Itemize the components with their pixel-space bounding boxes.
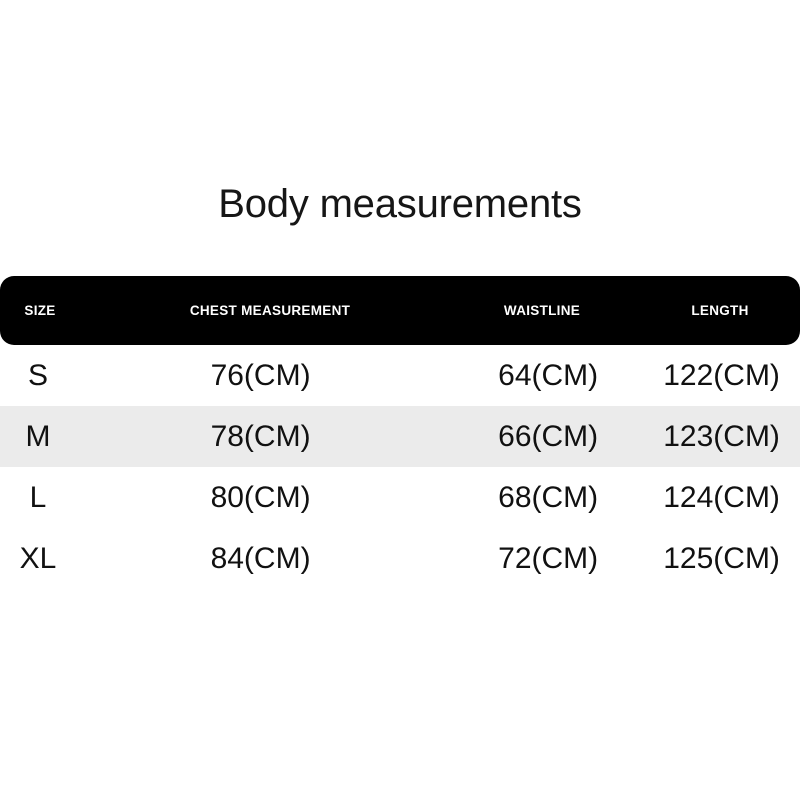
cell-length: 124(CM)	[663, 480, 780, 514]
size-measurements-table: SIZE CHEST MEASUREMENT WAISTLINE LENGTH …	[0, 276, 800, 589]
cell-size: XL	[19, 541, 57, 575]
column-header-size: SIZE	[24, 303, 56, 318]
cell-waistline: 72(CM)	[498, 541, 599, 575]
cell-length: 125(CM)	[663, 541, 780, 575]
cell-waistline: 64(CM)	[498, 358, 599, 392]
page-title: Body measurements	[218, 182, 582, 226]
column-header-chest-measurement: CHEST MEASUREMENT	[189, 303, 351, 318]
table-row: S 76(CM) 64(CM) 122(CM)	[0, 345, 800, 406]
table-row: XL 84(CM) 72(CM) 125(CM)	[0, 528, 800, 589]
cell-length: 122(CM)	[663, 358, 780, 392]
cell-length: 123(CM)	[663, 419, 780, 453]
cell-waistline: 66(CM)	[498, 419, 599, 453]
column-header-length: LENGTH	[691, 303, 749, 318]
table-row: L 80(CM) 68(CM) 124(CM)	[0, 467, 800, 528]
cell-chest-measurement: 78(CM)	[210, 419, 311, 453]
cell-chest-measurement: 84(CM)	[210, 541, 311, 575]
cell-chest-measurement: 80(CM)	[210, 480, 311, 514]
table-row: M 78(CM) 66(CM) 123(CM)	[0, 406, 800, 467]
cell-chest-measurement: 76(CM)	[210, 358, 311, 392]
cell-size: S	[28, 358, 49, 392]
cell-waistline: 68(CM)	[498, 480, 599, 514]
table-header-row: SIZE CHEST MEASUREMENT WAISTLINE LENGTH	[0, 276, 800, 345]
cell-size: L	[29, 480, 47, 514]
column-header-waistline: WAISTLINE	[503, 303, 581, 318]
cell-size: M	[25, 419, 51, 453]
